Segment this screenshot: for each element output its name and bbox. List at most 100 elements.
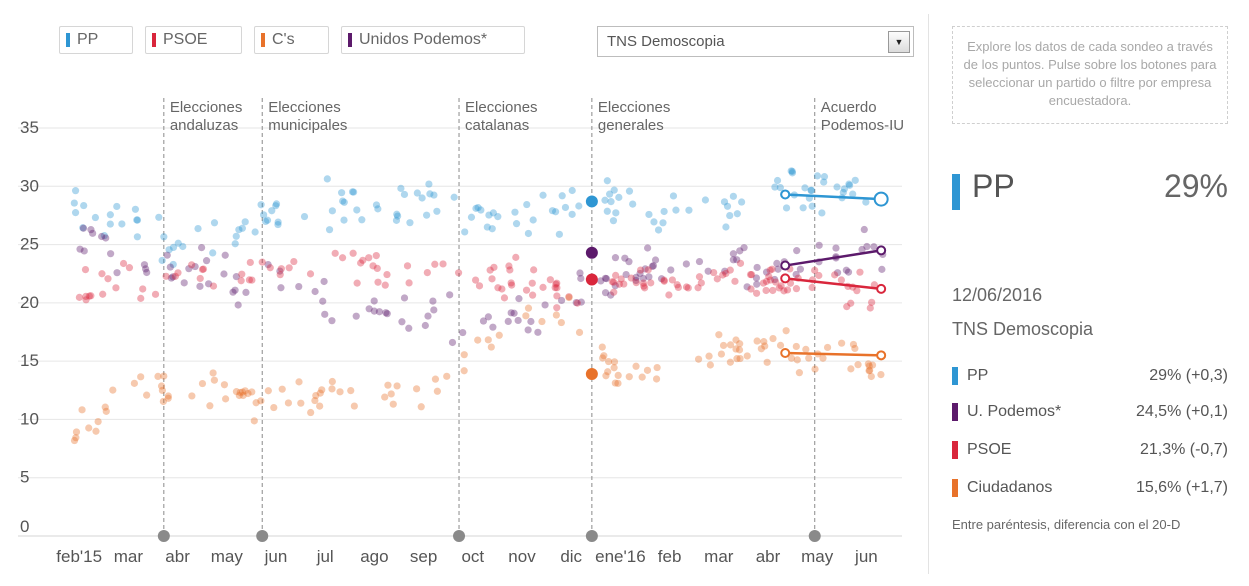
poll-point [721, 267, 729, 275]
poll-point [157, 382, 166, 390]
poll-point [682, 283, 691, 291]
poll-point [740, 244, 748, 252]
poll-point [557, 296, 566, 305]
poll-point [137, 373, 145, 381]
highlight-line [785, 277, 882, 291]
poll-point [405, 279, 413, 287]
poll-point [174, 239, 182, 247]
poll-point [339, 197, 347, 205]
poll-point [694, 355, 703, 363]
poll-point [601, 274, 610, 282]
poll-point [340, 216, 348, 224]
poll-point [231, 240, 239, 248]
poll-point [632, 362, 640, 370]
poll-point [274, 220, 282, 229]
poll-point [260, 211, 268, 219]
poll-point [736, 340, 744, 348]
poll-point [246, 258, 254, 267]
poll-point [747, 271, 756, 279]
poll-point [851, 176, 859, 184]
result-row-pp: PP 29% (+0,3) [952, 364, 1228, 388]
poll-point [558, 192, 566, 200]
poll-point [811, 365, 819, 373]
poll-point [106, 211, 114, 219]
poll-point [369, 262, 377, 270]
poll-point [849, 190, 857, 198]
poll-point [285, 264, 293, 272]
poll-point [629, 200, 637, 208]
info-box: Explore los datos de cada sondeo a travé… [952, 26, 1228, 124]
poll-point [515, 295, 523, 303]
poll-point [722, 223, 730, 231]
poll-point [268, 207, 276, 215]
poll-point [210, 376, 218, 384]
poll-point [818, 209, 826, 217]
poll-point [235, 226, 243, 234]
poll-point [833, 183, 841, 191]
poll-point [169, 243, 178, 252]
pollster-select[interactable]: TNS Demoscopia ▼ [597, 26, 914, 57]
poll-point [539, 191, 547, 199]
poll-point [209, 249, 217, 257]
poll-point [375, 308, 384, 316]
election-result-point [585, 195, 598, 208]
legend-button-cs[interactable]: C's [254, 26, 329, 54]
poll-point [799, 204, 807, 212]
poll-point [743, 283, 751, 291]
poll-point [866, 304, 874, 312]
poll-point [197, 243, 206, 252]
poll-point [568, 210, 576, 218]
poll-point [180, 279, 188, 287]
y-tick-label: 5 [20, 468, 29, 487]
poll-point [524, 229, 533, 238]
poll-point [154, 372, 162, 381]
legend-button-psoe[interactable]: PSOE [145, 26, 242, 54]
poll-point [612, 271, 620, 279]
poll-point [104, 275, 112, 283]
legend-button-unidos-podemos[interactable]: Unidos Podemos* [341, 26, 525, 54]
poll-point [446, 291, 454, 299]
poll-point [89, 229, 97, 237]
result-row-pp-value: 29% (+0,3) [1149, 367, 1228, 384]
poll-point [460, 351, 468, 359]
selected-party-percent: 29% [1163, 168, 1228, 204]
poll-point [450, 193, 458, 201]
poll-point [231, 286, 239, 294]
poll-point [746, 270, 755, 279]
poll-point [819, 354, 827, 362]
poll-point [405, 324, 413, 332]
poll-point [561, 203, 570, 212]
poll-point [610, 278, 618, 286]
poll-point [202, 257, 211, 265]
poll-point [529, 291, 537, 299]
poll-point [359, 256, 367, 264]
result-row-pp-swatch [952, 367, 958, 385]
poll-point [238, 388, 247, 396]
poll-point [523, 200, 531, 209]
poll-point [397, 184, 405, 192]
poll-point [443, 372, 451, 380]
x-tick-label: abr [165, 547, 190, 566]
poll-point [194, 224, 202, 233]
poll-point [729, 250, 737, 258]
poll-point [489, 323, 497, 331]
result-row-pp-name: PP [967, 367, 989, 384]
poll-point [843, 303, 851, 311]
poll-point [365, 254, 373, 262]
poll-point [338, 189, 346, 197]
poll-point [306, 270, 315, 278]
poll-point [118, 220, 126, 228]
poll-point [82, 296, 90, 304]
poll-point [374, 278, 382, 286]
legend-button-pp[interactable]: PP [59, 26, 133, 54]
triangle-down-icon[interactable]: ▼ [888, 30, 910, 53]
poll-point [133, 216, 141, 224]
result-row-podemos-name: U. Podemos* [967, 403, 1062, 420]
unidos-podemos-swatch [348, 33, 352, 47]
poll-point [221, 395, 230, 403]
poll-point [505, 262, 513, 270]
poll-point [272, 202, 280, 210]
poll-point [787, 167, 795, 175]
poll-point [568, 186, 576, 195]
poll-point [71, 187, 80, 195]
